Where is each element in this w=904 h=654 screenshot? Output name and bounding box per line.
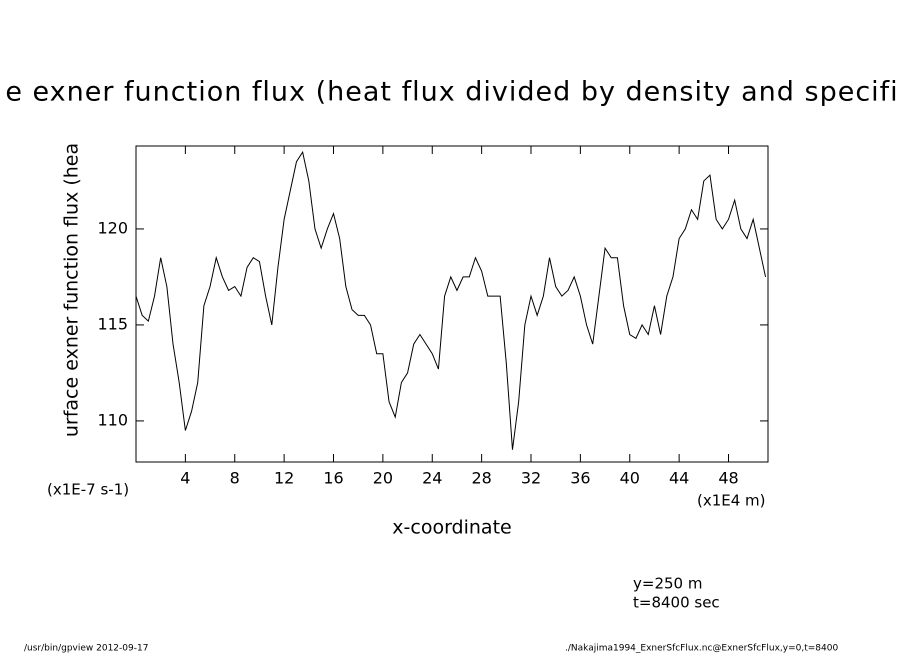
y-axis-label: urface exner function flux (hea (61, 143, 83, 437)
x-tick-label: 16 (323, 469, 343, 488)
annotation: y=250 m (633, 575, 702, 593)
x-tick-label: 28 (471, 469, 491, 488)
x-tick-label: 32 (521, 469, 541, 488)
y-tick-label: 120 (97, 218, 128, 237)
chart-title: e exner function flux (heat flux divided… (5, 77, 898, 108)
x-tick-label: 36 (570, 469, 590, 488)
x-axis-label: x-coordinate (392, 517, 511, 539)
y-tick-label: 110 (97, 410, 128, 429)
x-tick-label: 40 (620, 469, 640, 488)
x-tick-label: 44 (669, 469, 689, 488)
x-tick-label: 48 (718, 469, 738, 488)
x-units: (x1E4 m) (697, 492, 766, 510)
x-tick-label: 12 (274, 469, 294, 488)
x-tick-label: 20 (373, 469, 393, 488)
y-units: (x1E-7 s-1) (47, 481, 129, 499)
x-tick-label: 4 (180, 469, 190, 488)
y-tick-label: 115 (97, 314, 128, 333)
plot-frame (135, 145, 769, 463)
footer: /usr/bin/gpview 2012-09-17 (24, 644, 148, 654)
annotation: t=8400 sec (633, 594, 720, 612)
x-tick-label: 24 (422, 469, 442, 488)
x-tick-label: 8 (230, 469, 240, 488)
footer: ./Nakajima1994_ExnerSfcFlux.nc@ExnerSfcF… (565, 644, 838, 654)
data-line (135, 150, 767, 450)
